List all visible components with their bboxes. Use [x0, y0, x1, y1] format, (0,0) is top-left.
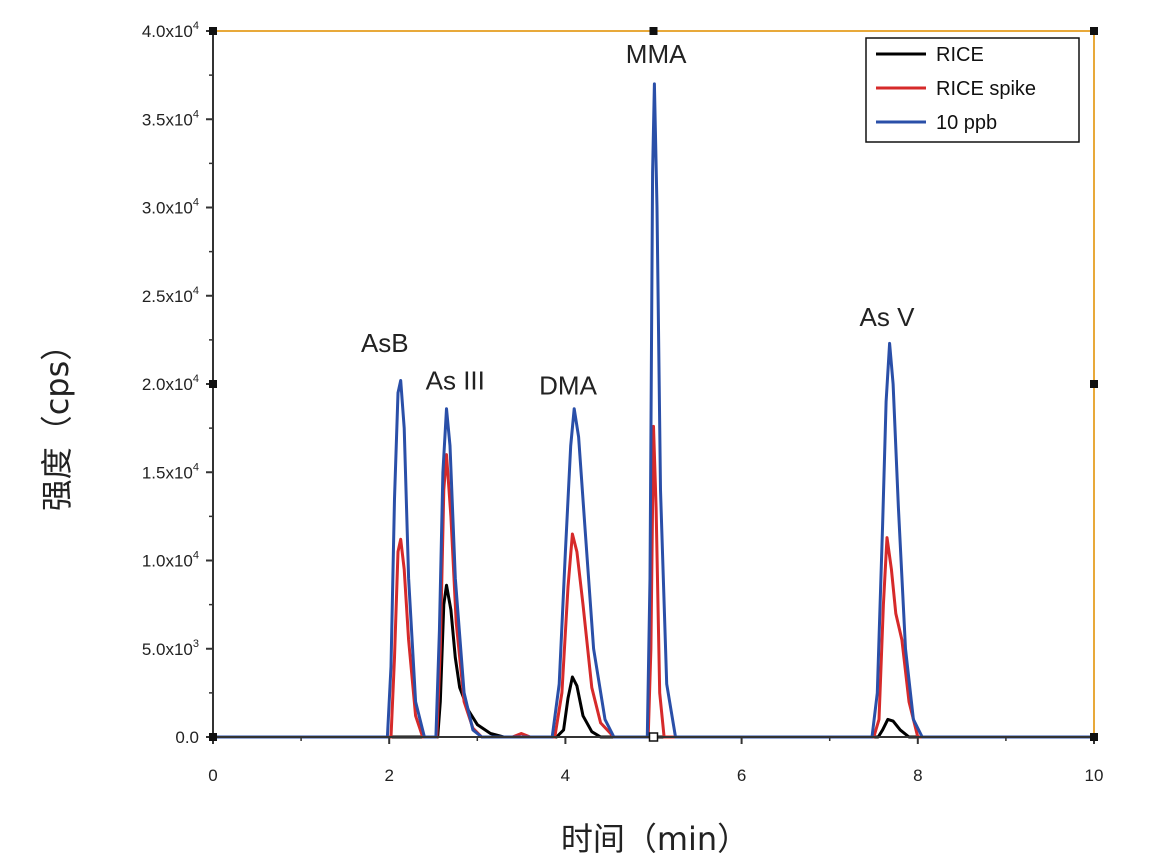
y-tick-label: 1.0x104 [142, 550, 199, 571]
y-tick-label: 1.5x104 [142, 461, 199, 482]
y-axis-ticks: 0.0 5.0x103 1.0x104 1.5x104 2.0x104 2.5x104 3.… [142, 20, 213, 747]
x-tick-label: 6 [737, 766, 746, 785]
legend-label: RICE spike [936, 78, 1036, 100]
peak-label: AsB [361, 328, 409, 358]
x-tick-label: 2 [384, 766, 393, 785]
x-tick-label: 0 [208, 766, 217, 785]
y-tick-label: 3.0x104 [142, 197, 199, 218]
x-axis-ticks: 0 2 4 6 8 10 [208, 737, 1103, 785]
series-layer [213, 82, 1094, 739]
y-tick-label: 0.0 [175, 728, 199, 747]
peak-label: As III [426, 365, 485, 395]
peak-label: As V [860, 302, 916, 332]
x-tick-label: 8 [913, 766, 922, 785]
legend-label: RICE [936, 44, 984, 66]
frame-handle [1090, 733, 1098, 741]
series-line-2 [213, 82, 1094, 739]
y-tick-label: 5.0x103 [142, 638, 199, 659]
series-line-1 [213, 424, 1094, 739]
frame-handle [209, 733, 217, 741]
peak-label: MMA [626, 39, 687, 69]
y-axis-title: 强度（cps） [38, 329, 76, 512]
x-tick-label: 10 [1085, 766, 1104, 785]
frame-handle [209, 27, 217, 35]
x-axis-title: 时间（min） [561, 820, 749, 858]
y-tick-label: 4.0x104 [142, 20, 199, 41]
frame-handle [648, 732, 659, 742]
peak-label: DMA [539, 371, 597, 401]
y-tick-label: 2.5x104 [142, 285, 199, 306]
peak-labels: AsB As III DMA MMA As V [361, 39, 915, 401]
x-tick-label: 4 [561, 766, 570, 785]
series-line-0 [213, 583, 1094, 739]
frame-handle [1090, 27, 1098, 35]
frame-handle [1090, 380, 1098, 388]
frame-handle [649, 27, 658, 35]
y-tick-label: 3.5x104 [142, 108, 199, 129]
legend: RICE RICE spike 10 ppb [865, 37, 1080, 143]
frame-handle [209, 380, 217, 388]
legend-label: 10 ppb [936, 112, 997, 134]
y-tick-label: 2.0x104 [142, 373, 199, 394]
frame-handles [209, 27, 1098, 742]
